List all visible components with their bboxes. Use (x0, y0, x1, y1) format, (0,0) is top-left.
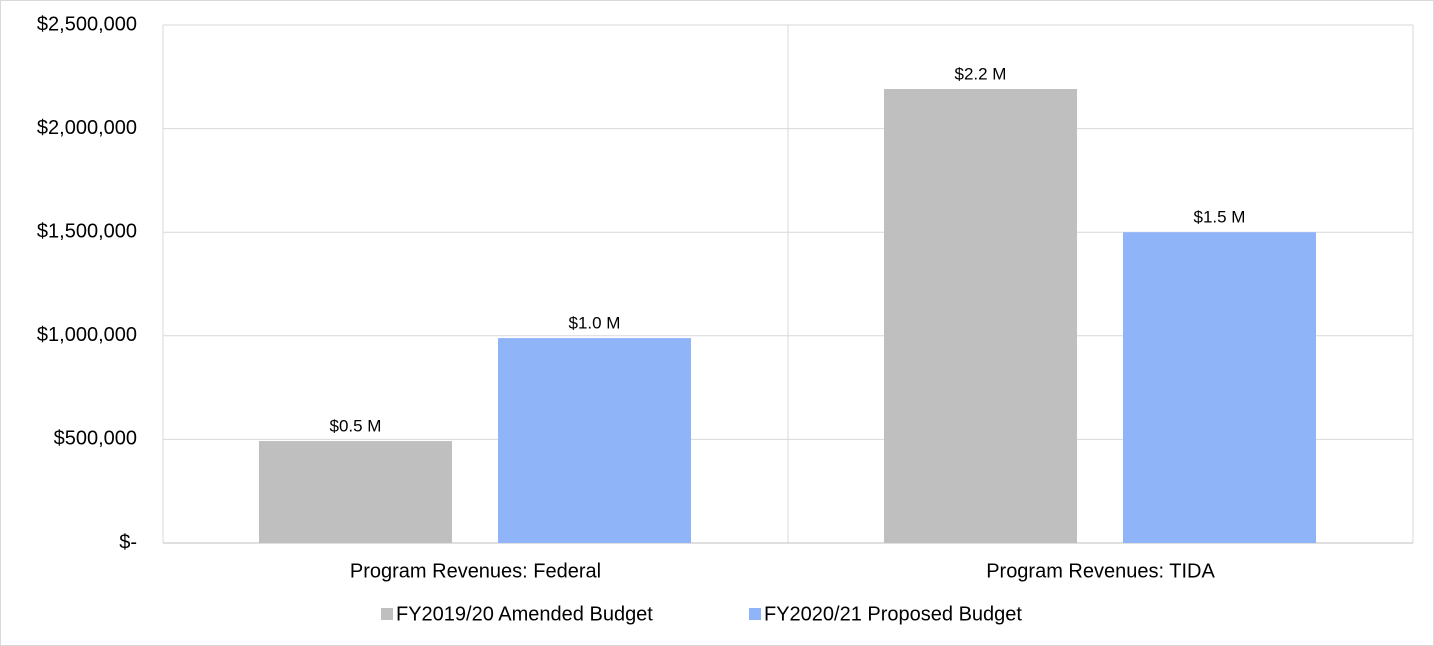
bar (498, 338, 691, 543)
legend-swatch (381, 608, 393, 620)
legend-label: FY2019/20 Amended Budget (396, 603, 653, 625)
data-label: $2.2 M (955, 65, 1007, 84)
y-tick-label: $- (119, 531, 137, 553)
y-tick-label: $2,000,000 (37, 117, 137, 139)
data-label: $1.0 M (569, 314, 621, 333)
y-tick-label: $1,000,000 (37, 324, 137, 346)
y-tick-label: $500,000 (54, 428, 137, 450)
bar (1123, 232, 1316, 543)
y-tick-label: $1,500,000 (37, 220, 137, 242)
bar (884, 89, 1077, 543)
x-tick-label: Program Revenues: Federal (350, 560, 601, 582)
data-label: $1.5 M (1194, 208, 1246, 227)
bar (259, 441, 452, 543)
data-label: $0.5 M (330, 417, 382, 436)
legend-swatch (749, 608, 761, 620)
x-tick-label: Program Revenues: TIDA (986, 560, 1215, 582)
y-tick-label: $2,500,000 (37, 13, 137, 35)
legend-label: FY2020/21 Proposed Budget (764, 603, 1022, 625)
